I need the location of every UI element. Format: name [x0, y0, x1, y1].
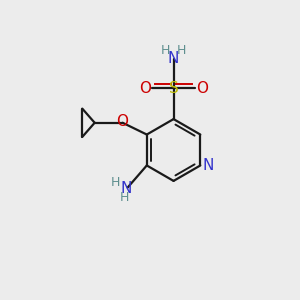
Text: N: N — [168, 51, 179, 66]
Text: H: H — [160, 44, 170, 57]
Text: N: N — [202, 158, 213, 173]
Text: O: O — [139, 81, 151, 96]
Text: O: O — [196, 81, 208, 96]
Text: H: H — [120, 191, 129, 204]
Text: S: S — [169, 81, 178, 96]
Text: H: H — [177, 44, 187, 57]
Text: O: O — [116, 114, 128, 129]
Text: N: N — [121, 181, 132, 196]
Text: H: H — [111, 176, 120, 189]
